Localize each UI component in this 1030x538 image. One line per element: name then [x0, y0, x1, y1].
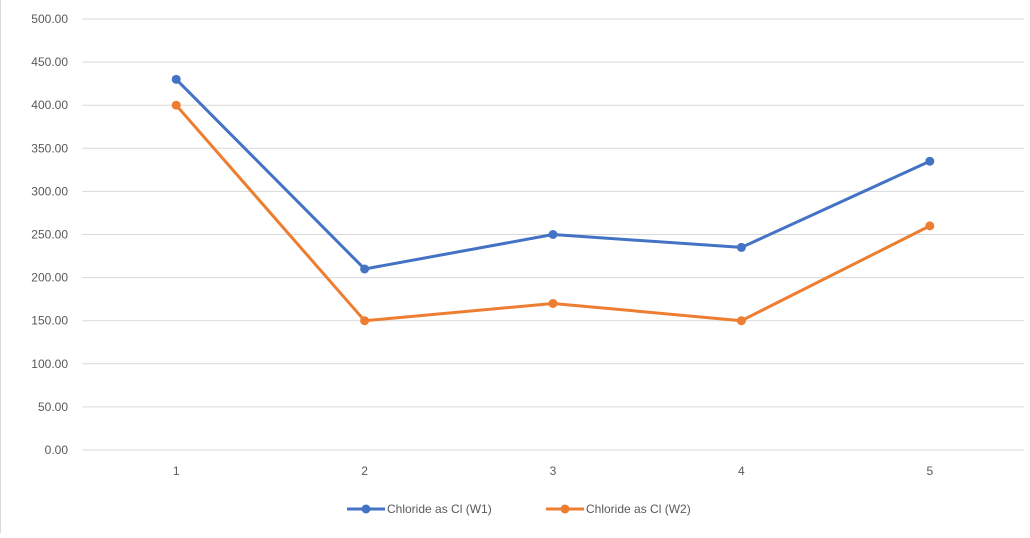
data-point	[360, 264, 370, 274]
data-point	[736, 316, 746, 326]
x-tick-label: 4	[738, 464, 745, 478]
x-tick-label: 2	[361, 464, 368, 478]
data-point	[736, 242, 746, 252]
x-tick-label: 5	[926, 464, 933, 478]
legend-label: Chloride as Cl (W1)	[387, 502, 492, 516]
series-line-1	[174, 77, 932, 271]
y-tick-label: 150.00	[31, 314, 68, 328]
y-tick-label: 500.00	[31, 12, 68, 26]
data-point	[925, 156, 935, 166]
y-tick-label: 300.00	[31, 184, 68, 198]
x-tick-label: 1	[173, 464, 180, 478]
y-tick-label: 0.00	[45, 443, 69, 457]
legend-item-2: Chloride as Cl (W2)	[546, 502, 691, 516]
legend-label: Chloride as Cl (W2)	[586, 502, 691, 516]
legend-swatch-marker	[560, 504, 570, 514]
y-tick-label: 250.00	[31, 228, 68, 242]
x-axis-ticks: 1 2 3 4 5	[173, 464, 934, 478]
legend: Chloride as Cl (W1) Chloride as Cl (W2)	[347, 502, 691, 516]
series-lines	[171, 74, 935, 326]
data-point	[548, 298, 558, 308]
data-point	[925, 221, 935, 231]
data-point	[171, 74, 181, 84]
data-point	[548, 230, 558, 239]
data-point	[360, 316, 370, 326]
y-tick-label: 350.00	[31, 141, 68, 155]
y-tick-label: 200.00	[31, 271, 68, 285]
y-tick-label: 100.00	[31, 357, 68, 371]
y-tick-label: 450.00	[31, 55, 68, 69]
y-axis-ticks: 0.00 50.00 100.00 150.00 200.00 250.00 300.00 3…	[31, 12, 68, 457]
legend-item-1: Chloride as Cl (W1)	[347, 502, 492, 516]
y-tick-label: 50.00	[38, 400, 68, 414]
x-tick-label: 3	[550, 464, 557, 478]
data-point	[171, 100, 181, 110]
legend-swatch-marker	[361, 504, 371, 514]
y-tick-label: 400.00	[31, 98, 68, 112]
